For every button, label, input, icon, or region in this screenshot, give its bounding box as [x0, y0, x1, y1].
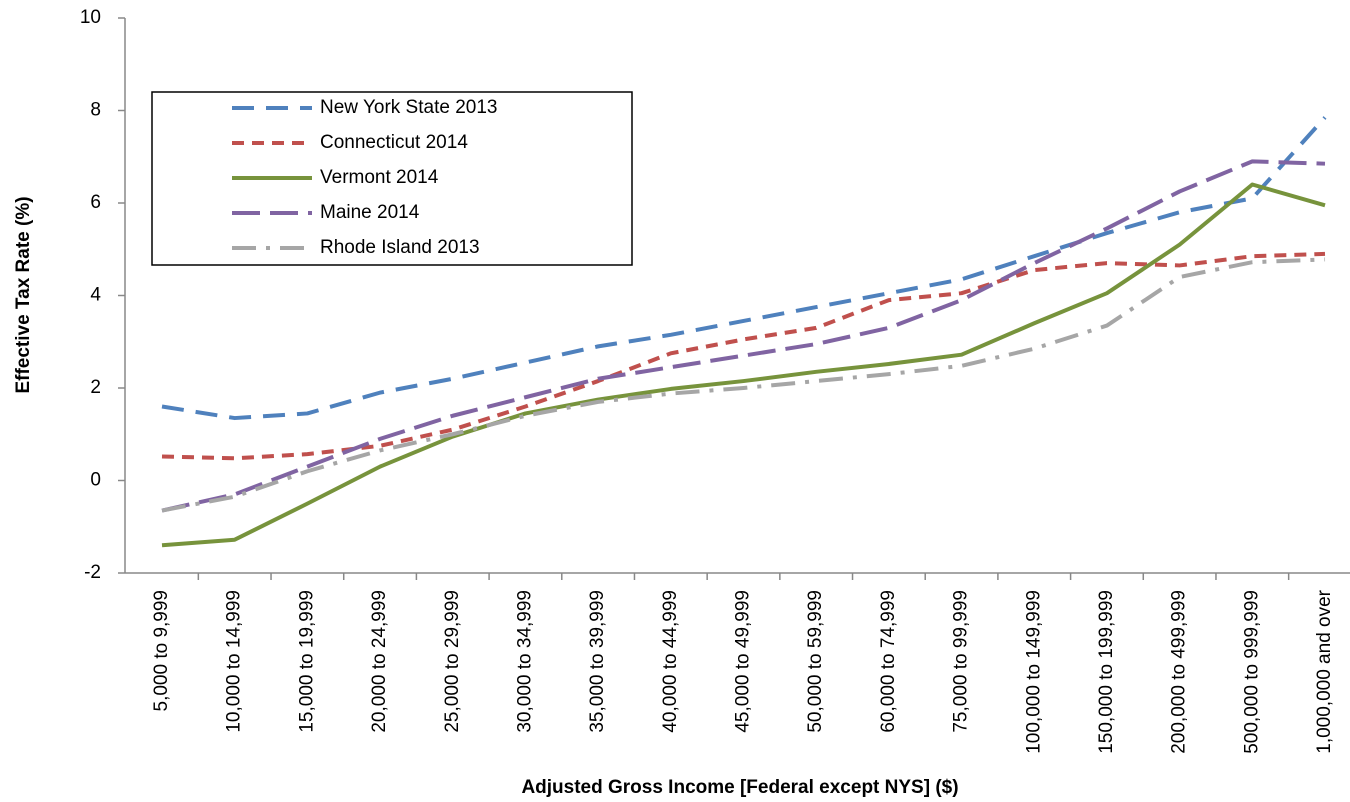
- legend-label: Vermont 2014: [320, 167, 439, 188]
- x-tick-label: 20,000 to 24,999: [369, 590, 390, 733]
- series-line: [161, 182, 1326, 548]
- legend-label: Maine 2014: [320, 202, 420, 223]
- x-tick-label: 60,000 to 74,999: [878, 590, 899, 733]
- x-tick-label: 500,000 to 999,999: [1241, 590, 1262, 754]
- y-tick-label: 10: [80, 7, 101, 28]
- x-tick-label: 25,000 to 29,999: [442, 590, 463, 733]
- y-tick-label: 8: [90, 100, 101, 121]
- y-tick-label: 2: [90, 377, 101, 398]
- x-tick-label: 50,000 to 59,999: [805, 590, 826, 733]
- x-tick-label: 5,000 to 9,999: [151, 590, 172, 712]
- x-tick-label: 30,000 to 34,999: [514, 590, 535, 733]
- x-tick-label: 200,000 to 499,999: [1169, 590, 1190, 754]
- x-tick-label: 40,000 to 44,999: [660, 590, 681, 733]
- x-tick-label: 35,000 to 39,999: [587, 590, 608, 733]
- y-tick-label: 4: [90, 285, 101, 306]
- legend: New York State 2013 Connecticut 2014 Vermo…: [151, 91, 633, 266]
- x-tick-label: 15,000 to 19,999: [296, 590, 317, 733]
- x-axis-label: Adjusted Gross Income [Federal except NY…: [521, 777, 958, 798]
- legend-label: New York State 2013: [320, 97, 497, 118]
- series-line: [161, 116, 1327, 421]
- y-tick-label: 0: [90, 470, 101, 491]
- x-tick-label: 150,000 to 199,999: [1096, 590, 1117, 754]
- x-tick-label: 75,000 to 99,999: [951, 590, 972, 733]
- x-tick-label: 10,000 to 14,999: [224, 590, 245, 733]
- y-tick-label: -2: [84, 562, 101, 583]
- x-tick-label: 1,000,000 and over: [1314, 589, 1335, 753]
- series-line: [161, 257, 1326, 513]
- x-tick-label: 100,000 to 149,999: [1023, 590, 1044, 754]
- legend-label: Rhode Island 2013: [320, 237, 480, 258]
- x-tick-label: 45,000 to 49,999: [733, 590, 754, 733]
- series-line: [161, 251, 1326, 461]
- y-tick-label: 6: [90, 192, 101, 213]
- legend-label: Connecticut 2014: [320, 132, 468, 153]
- series-line: [161, 159, 1326, 513]
- y-axis-label: Effective Tax Rate (%): [13, 196, 34, 393]
